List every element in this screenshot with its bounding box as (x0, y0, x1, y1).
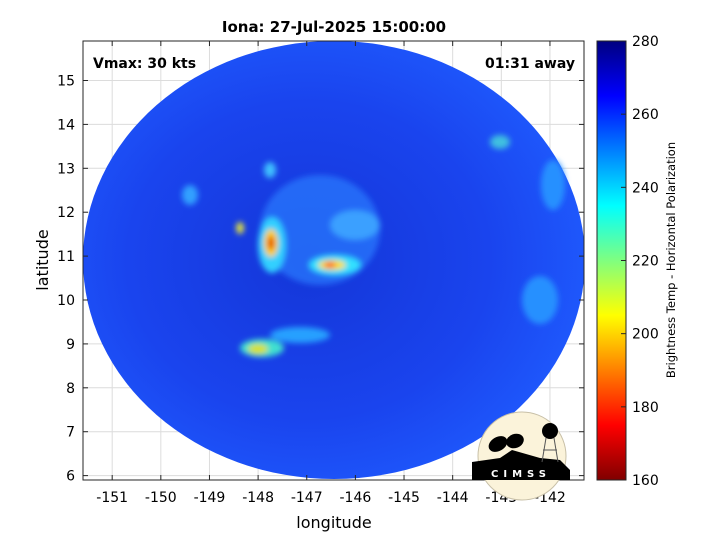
chart-title: Iona: 27-Jul-2025 15:00:00 (222, 18, 446, 36)
vmax-annotation: Vmax: 30 kts (93, 56, 196, 72)
y-tick-label: 14 (57, 117, 75, 133)
colorbar-tick-label: 280 (632, 34, 659, 50)
y-tick-label: 10 (57, 293, 75, 309)
x-tick-label: -149 (194, 490, 226, 506)
x-tick-label: -146 (339, 490, 371, 506)
swath (83, 41, 584, 479)
plot-area-frame (82, 40, 585, 481)
y-tick-label: 15 (57, 74, 75, 90)
y-tick-label: 13 (57, 161, 75, 177)
x-tick-label: -148 (242, 490, 274, 506)
x-tick-label: -150 (145, 490, 177, 506)
y-tick-label: 12 (57, 205, 75, 221)
x-tick-label: -145 (388, 490, 420, 506)
cimss-logo: CIMSS (472, 411, 570, 501)
colorbar-tick-label: 200 (632, 327, 659, 343)
colorbar-label: Brightness Temp - Horizontal Polarizatio… (664, 142, 678, 378)
colorbar-tick-label: 180 (632, 400, 659, 416)
y-tick-label: 11 (57, 249, 75, 265)
svg-text:CIMSS: CIMSS (491, 469, 551, 480)
x-tick-label: -151 (96, 490, 128, 506)
x-tick-label: -147 (291, 490, 323, 506)
convective-features (182, 135, 565, 357)
y-tick-label: 7 (66, 425, 75, 441)
colorbar-ticks: 160 180 200 220 240 260 280 (621, 34, 659, 489)
y-tick-label: 9 (66, 337, 75, 353)
y-tick-label: 6 (66, 469, 75, 485)
x-tick-label: -144 (437, 490, 469, 506)
colorbar-tick-label: 260 (632, 107, 659, 123)
colorbar-tick-label: 160 (632, 473, 659, 489)
y-axis: 6 7 8 9 10 11 12 13 14 15 (57, 74, 584, 485)
x-axis: -151 -150 -149 -148 -147 -146 -145 -144 -143 -142 (96, 41, 566, 506)
y-tick-label: 8 (66, 381, 75, 397)
time-away-annotation: 01:31 away (485, 56, 575, 72)
colorbar-tick-label: 220 (632, 254, 659, 270)
y-axis-label: latitude (33, 229, 52, 290)
colorbar-tick-label: 240 (632, 180, 659, 196)
x-axis-label: longitude (296, 513, 371, 532)
